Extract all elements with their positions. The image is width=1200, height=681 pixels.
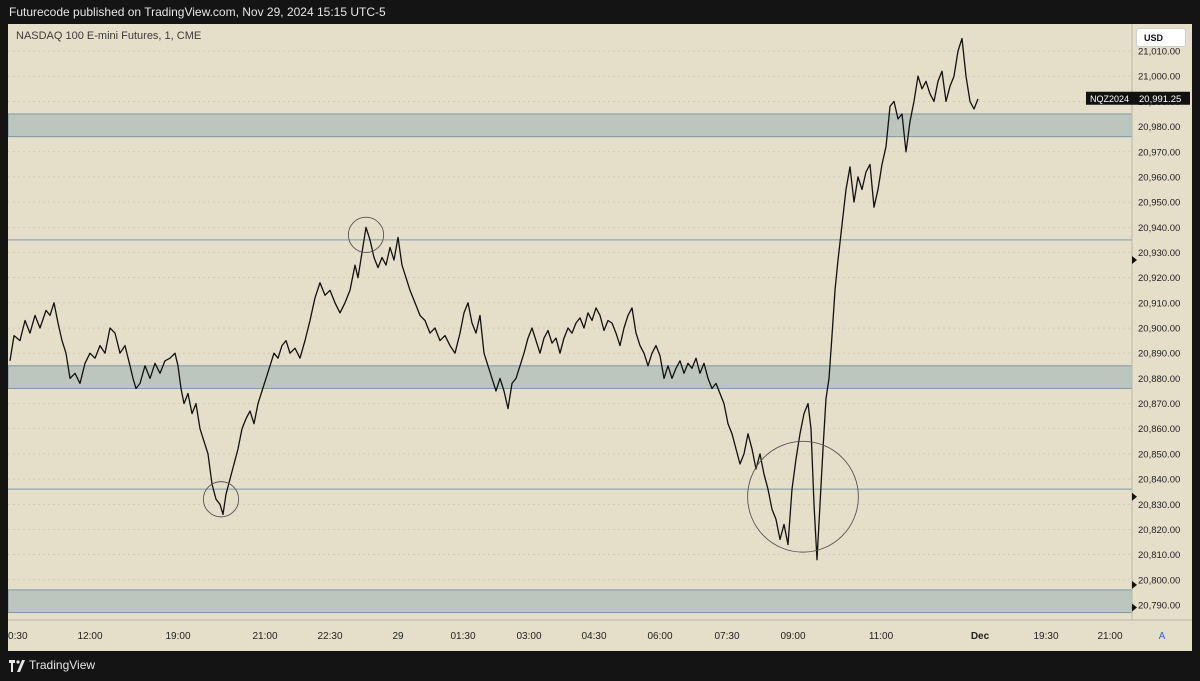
price-line <box>9 37 979 561</box>
alert-marker-icon <box>1132 580 1137 589</box>
symbol-title: NASDAQ 100 E-mini Futures, 1, CME <box>16 30 202 42</box>
tradingview-logo-icon <box>9 660 25 672</box>
y-tick-label: 20,800.00 <box>1138 575 1180 586</box>
y-tick-label: 20,790.00 <box>1138 601 1180 612</box>
currency-button[interactable]: USD <box>1136 28 1186 47</box>
y-tick-label: 20,970.00 <box>1138 147 1180 158</box>
x-tick-label: 04:30 <box>581 631 606 642</box>
ticker-tag: NQZ2024 <box>1090 94 1129 104</box>
x-tick-label: 22:30 <box>317 631 342 642</box>
y-tick-label: 20,960.00 <box>1138 172 1180 183</box>
chart-area[interactable]: 20,790.00 20,800.00 20,810.00 20,820.00 20,8… <box>8 24 1192 651</box>
support-resistance-zone <box>8 365 1133 389</box>
y-tick-label: 20,850.00 <box>1138 449 1180 460</box>
x-tick-label: 03:00 <box>516 631 541 642</box>
support-resistance-zone <box>8 589 1133 614</box>
y-tick-label: 20,890.00 <box>1138 349 1180 360</box>
highlight-circle <box>202 481 240 518</box>
y-tick-label: 20,950.00 <box>1138 198 1180 209</box>
y-tick-label: 20,980.00 <box>1138 122 1180 133</box>
highlight-circle <box>747 440 859 553</box>
alert-marker-icon <box>1132 256 1137 265</box>
x-tick-label: 01:30 <box>450 631 475 642</box>
x-tick-label: 19:30 <box>1033 631 1058 642</box>
y-tick-label: 20,810.00 <box>1138 550 1180 561</box>
y-tick-label: 20,860.00 <box>1138 424 1180 435</box>
x-tick-label: 11:00 <box>869 631 894 642</box>
x-tick-label: 21:00 <box>1097 631 1122 642</box>
y-tick-label: 20,870.00 <box>1138 399 1180 410</box>
footer: TradingView <box>0 651 1200 681</box>
x-tick-label: 10:30 <box>8 631 28 642</box>
price-tag: 20,991.25 <box>1139 94 1181 105</box>
y-tick-label: 21,000.00 <box>1138 72 1180 83</box>
y-tick-label: 20,940.00 <box>1138 223 1180 234</box>
x-tick-label: 07:30 <box>714 631 739 642</box>
ticker-tag-bg <box>1086 91 1132 105</box>
y-tick-label: 20,920.00 <box>1138 273 1180 284</box>
support-resistance-zone <box>8 113 1133 138</box>
price-chart[interactable]: 20,790.00 20,800.00 20,810.00 20,820.00 20,8… <box>8 24 1192 651</box>
x-tick-label: 09:00 <box>780 631 805 642</box>
price-tag-bg <box>1132 91 1190 105</box>
x-tick-label: Dec <box>971 631 990 642</box>
tradingview-brand: TradingView <box>29 658 96 672</box>
auto-scale-button[interactable]: A <box>1159 631 1166 642</box>
y-tick-label: 20,910.00 <box>1138 298 1180 309</box>
x-tick-label: 19:00 <box>165 631 190 642</box>
alert-marker-icon <box>1132 492 1137 501</box>
y-tick-label: 20,900.00 <box>1138 324 1180 335</box>
alert-marker-icon <box>1132 603 1137 612</box>
y-tick-label: 20,840.00 <box>1138 475 1180 486</box>
x-tick-label: 06:00 <box>647 631 672 642</box>
y-tick-label: 20,820.00 <box>1138 525 1180 536</box>
x-tick-label: 29 <box>392 631 404 642</box>
y-tick-label: 21,010.00 <box>1138 47 1180 58</box>
price-axis <box>1132 24 1192 651</box>
x-tick-label: 12:00 <box>77 631 102 642</box>
x-tick-label: 21:00 <box>252 631 277 642</box>
highlight-circle <box>347 216 385 253</box>
y-tick-label: 20,930.00 <box>1138 248 1180 259</box>
published-header: Futurecode published on TradingView.com,… <box>9 5 386 19</box>
y-tick-label: 20,880.00 <box>1138 374 1180 385</box>
y-tick-label: 20,830.00 <box>1138 500 1180 511</box>
